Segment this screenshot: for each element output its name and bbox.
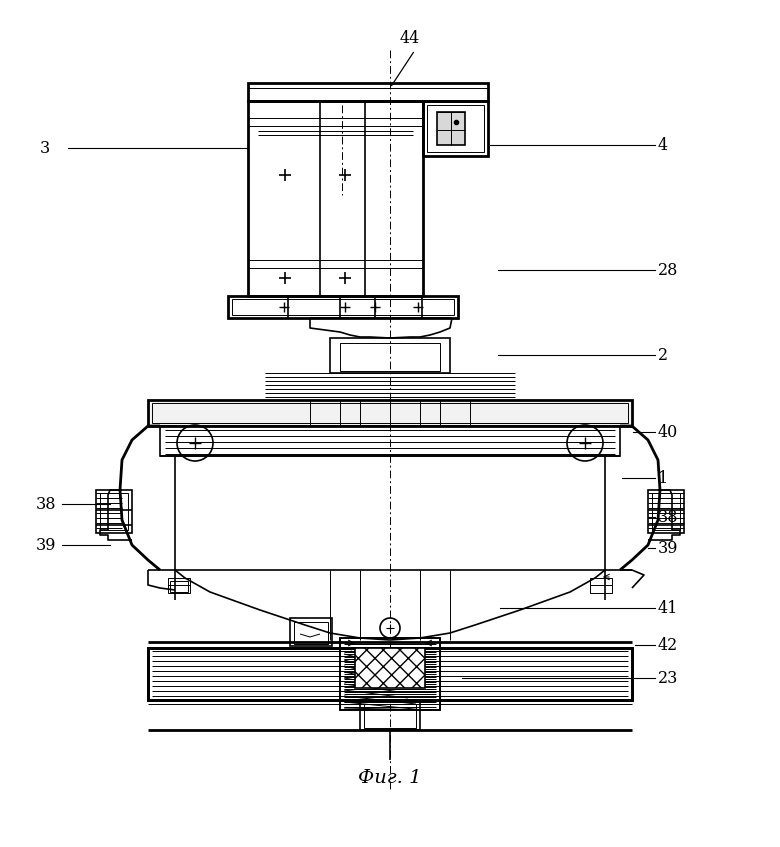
Text: 42: 42 — [658, 636, 679, 654]
Bar — [423, 101, 488, 156]
Bar — [100, 493, 128, 530]
Bar — [168, 578, 190, 593]
Bar — [330, 338, 450, 373]
Bar — [96, 490, 132, 533]
Text: 2: 2 — [658, 346, 668, 363]
Bar — [148, 648, 632, 700]
Bar — [364, 704, 416, 728]
Text: 28: 28 — [658, 262, 679, 279]
Text: 3: 3 — [40, 140, 50, 157]
Text: 44: 44 — [400, 30, 420, 47]
Bar — [148, 400, 632, 426]
Bar — [248, 101, 423, 296]
Bar — [290, 618, 332, 646]
Bar — [148, 648, 632, 700]
Text: 4: 4 — [658, 136, 668, 153]
Bar — [648, 490, 684, 533]
Text: 41: 41 — [658, 600, 679, 617]
Bar — [360, 700, 420, 730]
Bar — [340, 638, 440, 710]
Bar — [170, 581, 188, 592]
Bar — [340, 638, 440, 710]
Text: 38: 38 — [36, 495, 56, 512]
Bar — [232, 299, 454, 315]
Bar — [248, 83, 488, 101]
Bar — [652, 493, 680, 530]
Text: 39: 39 — [658, 540, 679, 556]
Bar — [355, 648, 425, 688]
Bar — [228, 296, 458, 318]
Text: 38: 38 — [658, 508, 679, 525]
Text: 23: 23 — [658, 669, 679, 687]
Bar — [437, 112, 465, 145]
Bar — [340, 343, 440, 371]
Text: 1: 1 — [658, 469, 668, 486]
Bar — [152, 403, 628, 423]
Bar — [590, 578, 612, 593]
Text: 40: 40 — [658, 424, 679, 440]
Bar — [160, 426, 620, 456]
Text: 39: 39 — [36, 536, 56, 553]
Bar — [427, 105, 484, 152]
Text: Фиг. 1: Фиг. 1 — [358, 769, 422, 787]
Bar — [294, 622, 328, 644]
